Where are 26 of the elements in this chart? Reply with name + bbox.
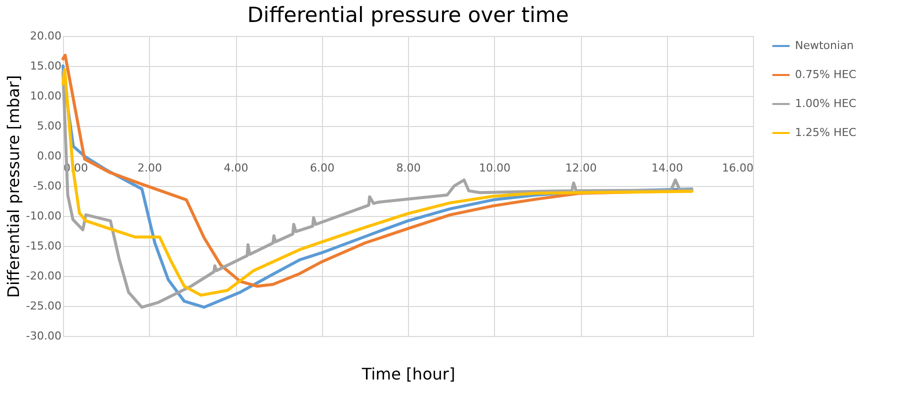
y-tick-label: -5.00 [33,180,62,192]
y-tick-label: -20.00 [26,270,62,282]
x-tick-label: 10.00 [479,162,510,174]
legend-label: 0.75% HEC [795,68,857,81]
y-tick-label: 15.00 [30,60,62,72]
y-tick-label: -10.00 [26,210,62,222]
x-tick-label: 14.00 [652,162,683,174]
y-axis-title: Differential pressure [mbar] [4,75,24,298]
legend-label: 1.25% HEC [795,126,857,139]
y-tick-label: -30.00 [26,330,62,342]
x-tick-label: 12.00 [565,162,597,174]
x-tick-label: 4.00 [224,162,248,174]
x-tick-label: 2.00 [138,162,162,174]
x-tick-label: 16.00 [722,162,754,174]
x-tick-label: 8.00 [396,162,421,174]
y-tick-label: 10.00 [30,90,62,102]
x-axis-title: Time [hour] [360,364,456,384]
y-tick-label: -25.00 [26,300,62,312]
x-tick-label: 6.00 [310,162,334,174]
y-tick-label: 0.00 [37,150,62,162]
y-tick-label: 20.00 [30,30,62,42]
y-tick-label: -15.00 [26,240,62,252]
chart-title: Differential pressure over time [247,3,569,27]
legend-label: Newtonian [795,39,854,52]
legend-label: 1.00% HEC [795,97,857,110]
y-tick-label: 5.00 [37,120,62,132]
